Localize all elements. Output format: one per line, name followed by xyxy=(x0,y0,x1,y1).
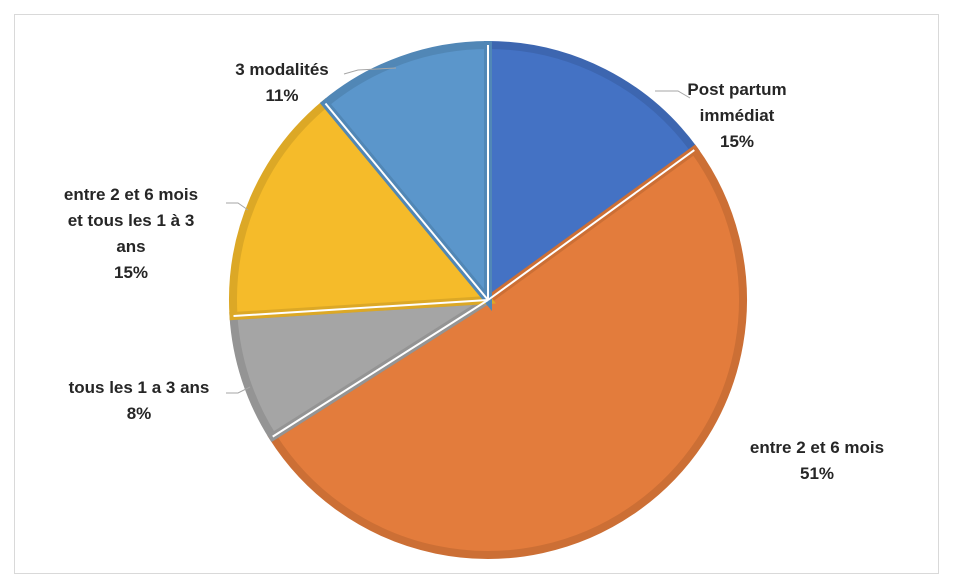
slice-labels: Post partum immédiat 15% entre 2 et 6 mois 5… xyxy=(64,60,884,483)
data-label-3-modalites: 3 modalités 11% xyxy=(235,60,329,105)
slice-separator xyxy=(272,299,489,438)
leader-line-3-modalites xyxy=(343,67,397,75)
slice-separator xyxy=(487,149,695,301)
pie-slice-entre-2-et-6-mois-et-tous-les-1-a-3-ans xyxy=(229,97,497,321)
pie-slice-post-partum-immediat xyxy=(484,40,700,308)
data-label-entre-2-et-6-mois-et-tous-les-1-a-3-ans: entre 2 et 6 mois et tous les 1 à 3 ans 15% xyxy=(64,185,198,282)
data-label-entre-2-et-6-mois: entre 2 et 6 mois 51% xyxy=(750,438,884,483)
leader-line-tous-les-1-a-3-ans xyxy=(226,386,251,394)
pie-slice-tous-les-1-a-3-ans xyxy=(229,296,491,443)
pie-slice-entre-2-et-6-mois xyxy=(267,144,747,559)
slice-separator xyxy=(324,102,489,301)
pie-slices xyxy=(229,40,747,559)
pie-slice-3-modalites xyxy=(319,40,492,312)
leader-line-entre-2-et-6-mois-et-tous-les-1-a-3-ans xyxy=(226,202,249,211)
data-label-tous-les-1-a-3-ans: tous les 1 a 3 ans 8% xyxy=(69,378,210,423)
leader-lines xyxy=(226,45,695,438)
slice-separator xyxy=(233,299,489,318)
leader-line-post-partum-immediat xyxy=(655,90,691,99)
data-label-post-partum-immediat: Post partum immédiat 15% xyxy=(687,80,786,151)
